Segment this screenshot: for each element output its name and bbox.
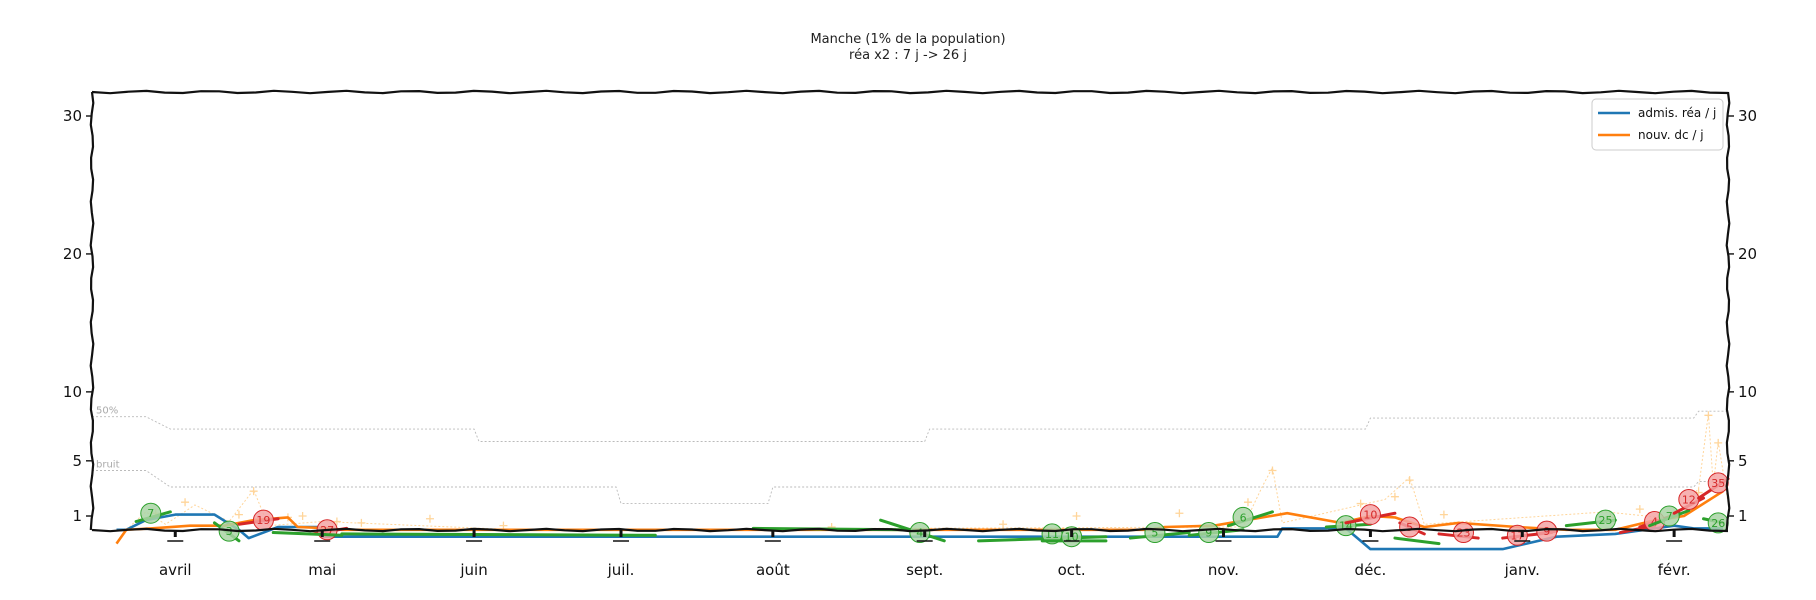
chart-title: Manche (1% de la population) bbox=[810, 32, 1006, 47]
growth-label: 7 bbox=[1666, 510, 1673, 523]
growth-label: 19 bbox=[256, 514, 270, 527]
reference-line bbox=[92, 410, 1728, 442]
growth-label: 4 bbox=[916, 527, 923, 540]
growth-label-badge bbox=[909, 522, 931, 544]
growth-label: 7 bbox=[147, 507, 154, 520]
x-tick-label: mai bbox=[308, 561, 336, 579]
y-tick-label-right: 5 bbox=[1738, 452, 1748, 470]
x-tick-label: juin bbox=[459, 561, 487, 579]
noise-marker bbox=[499, 521, 508, 530]
growth-label: 23 bbox=[1456, 527, 1470, 540]
x-tick-label: oct. bbox=[1058, 561, 1086, 579]
axis-left bbox=[89, 91, 95, 531]
growth-label: 6 bbox=[1240, 511, 1247, 524]
axes bbox=[89, 89, 1731, 533]
y-tick-label-right: 1 bbox=[1738, 507, 1748, 525]
reference-line-label: 50% bbox=[96, 406, 118, 417]
x-tick-label: nov. bbox=[1208, 561, 1239, 579]
y-tick-label-left: 5 bbox=[72, 452, 82, 470]
legend: admis. réa / j nouv. dc / j bbox=[1591, 98, 1724, 151]
growth-segment bbox=[1393, 536, 1441, 546]
x-tick-label: juil. bbox=[607, 561, 635, 579]
noise-marker bbox=[1390, 492, 1399, 501]
growth-label-badge bbox=[1452, 522, 1474, 544]
y-tick-label-left: 10 bbox=[63, 383, 82, 401]
y-tick-label-left: 30 bbox=[63, 107, 82, 125]
growth-label: 10 bbox=[1363, 509, 1377, 522]
growth-label: 26 bbox=[1711, 517, 1725, 530]
reference-lines: 50% bruit bbox=[92, 406, 1728, 505]
growth-segment bbox=[271, 531, 344, 537]
noise-marker bbox=[357, 518, 366, 527]
noise-marker bbox=[1356, 499, 1365, 508]
noise-marker bbox=[332, 517, 341, 526]
noise-marker bbox=[1405, 476, 1414, 485]
growth-label: 25 bbox=[1599, 514, 1613, 527]
legend-label: admis. réa / j bbox=[1638, 106, 1716, 120]
growth-label: 4 bbox=[1651, 516, 1658, 529]
growth-segment bbox=[340, 532, 657, 537]
noise-marker bbox=[1439, 510, 1448, 519]
noise-marker bbox=[1243, 498, 1252, 507]
x-tick-label: déc. bbox=[1355, 561, 1387, 579]
growth-label-badge bbox=[1658, 505, 1680, 527]
growth-label-badge bbox=[1144, 522, 1166, 544]
tick-labels: 1 1 5 5 10 10 20 20 30 30 avril mai juin juil. août sep… bbox=[63, 107, 1757, 579]
x-tick-label: août bbox=[756, 561, 790, 579]
x-tick-label: janv. bbox=[1504, 561, 1540, 579]
growth-label-badge bbox=[1232, 506, 1254, 528]
growth-label-badge bbox=[1359, 504, 1381, 526]
growth-label: 3 bbox=[226, 525, 233, 538]
noise-marker bbox=[1635, 505, 1644, 514]
growth-label: 35 bbox=[1711, 477, 1725, 490]
x-tick-label: avril bbox=[159, 561, 192, 579]
x-tick-label: févr. bbox=[1658, 561, 1691, 579]
noise-marker bbox=[425, 514, 434, 523]
noise-marker bbox=[298, 512, 307, 520]
y-tick-label-right: 20 bbox=[1738, 245, 1757, 263]
noise-marker bbox=[1714, 438, 1723, 447]
reference-line bbox=[92, 470, 1728, 505]
noise-marker bbox=[1175, 509, 1184, 518]
y-tick-label-right: 10 bbox=[1738, 383, 1757, 401]
y-tick-label-left: 20 bbox=[63, 245, 82, 263]
y-tick-label-right: 30 bbox=[1738, 107, 1757, 125]
growth-label: 9 bbox=[1543, 525, 1550, 538]
noise-marker bbox=[999, 520, 1008, 529]
growth-label-badge bbox=[1399, 516, 1421, 538]
growth-label: 9 bbox=[1205, 527, 1212, 540]
noise-marker bbox=[249, 487, 258, 496]
y-tick-label-left: 1 bbox=[72, 507, 82, 525]
noise-trace bbox=[125, 413, 1729, 531]
series-line-rea bbox=[116, 513, 1724, 551]
growth-label-badge bbox=[140, 502, 162, 524]
axis-bottom bbox=[91, 527, 1729, 533]
reference-line-label: bruit bbox=[96, 459, 120, 470]
growth-segment bbox=[977, 535, 1108, 543]
noise-marker bbox=[1072, 512, 1081, 520]
growth-label-badge bbox=[1536, 520, 1558, 542]
growth-label-badge bbox=[1198, 522, 1220, 544]
noise-marker bbox=[181, 498, 190, 507]
noise-marker bbox=[1704, 411, 1713, 420]
chart-subtitle: réa x2 : 7 j -> 26 j bbox=[849, 48, 967, 63]
legend-label: nouv. dc / j bbox=[1638, 128, 1704, 142]
axis-top bbox=[91, 89, 1729, 95]
growth-label: 5 bbox=[1151, 527, 1158, 540]
axis-right bbox=[1725, 91, 1731, 531]
growth-label: 12 bbox=[1682, 493, 1696, 506]
noise-marker bbox=[234, 510, 243, 519]
growth-label: 5 bbox=[1406, 521, 1413, 534]
noise-marker bbox=[1268, 466, 1277, 475]
x-tick-label: sept. bbox=[906, 561, 943, 579]
